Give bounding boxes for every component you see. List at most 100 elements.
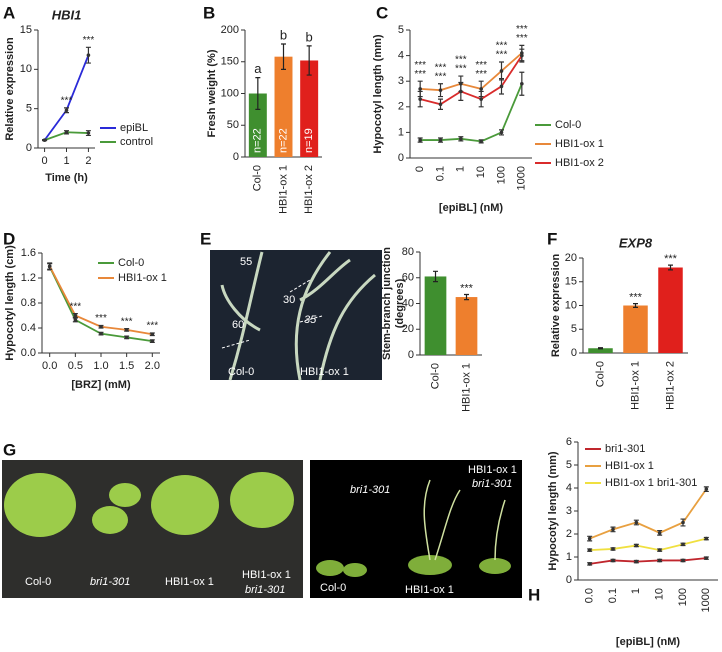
y-tick-label: 5 bbox=[26, 103, 32, 115]
point bbox=[657, 531, 662, 535]
point bbox=[438, 102, 443, 107]
y-tick-label: 5 bbox=[566, 459, 572, 471]
point bbox=[64, 108, 69, 113]
bar bbox=[424, 276, 447, 355]
error-bar bbox=[306, 45, 312, 76]
genotype-label: HBI1-ox 1 bbox=[405, 584, 454, 596]
point bbox=[499, 69, 504, 73]
y-tick-label: 10 bbox=[565, 299, 577, 311]
point bbox=[520, 53, 524, 58]
point bbox=[459, 89, 463, 94]
panel-letter: A bbox=[3, 3, 15, 22]
point bbox=[150, 339, 155, 343]
error-bar bbox=[668, 264, 673, 271]
point bbox=[611, 527, 615, 532]
point bbox=[42, 138, 47, 142]
point bbox=[499, 84, 504, 89]
y-tick-label: 20 bbox=[402, 323, 414, 335]
photo-e: 55 60 30 35 Col-0 HBI1-ox 1 bbox=[210, 250, 382, 381]
x-axis-title: [BRZ] (mM) bbox=[71, 379, 131, 391]
x-tick-label: Col-0 bbox=[252, 165, 264, 191]
y-tick-label: 0 bbox=[398, 152, 404, 164]
legend-label: Col-0 bbox=[118, 257, 144, 269]
point bbox=[418, 87, 422, 91]
y-tick-label: 200 bbox=[221, 24, 239, 36]
significance-stars: *** bbox=[664, 253, 678, 265]
significance-stars: *** bbox=[61, 96, 73, 107]
error-bar bbox=[255, 77, 261, 110]
genotype-label: Col-0 bbox=[25, 576, 51, 588]
genotype-label: HBI1-ox 1 bbox=[165, 576, 214, 588]
y-tick-label: 6 bbox=[566, 436, 572, 448]
x-tick-label: 0.0 bbox=[42, 360, 57, 372]
photo-background bbox=[310, 460, 522, 598]
significance-stars: *** bbox=[455, 64, 467, 75]
point bbox=[150, 332, 155, 337]
significance-stars: *** bbox=[70, 301, 82, 312]
point bbox=[611, 558, 615, 563]
x-tick-label: 100 bbox=[677, 588, 689, 606]
significance-stars: *** bbox=[496, 41, 508, 52]
y-tick-label: 15 bbox=[20, 24, 32, 36]
angle-label: 55 bbox=[240, 256, 252, 268]
y-tick-label: 3 bbox=[398, 75, 404, 87]
genotype-label: bri1-301 bbox=[350, 484, 390, 496]
n-label: n=19 bbox=[303, 128, 315, 153]
y-tick-label: 3 bbox=[566, 505, 572, 517]
genotype-label: HBI1-ox 1 bbox=[300, 366, 349, 378]
point bbox=[499, 130, 504, 135]
y-axis-title: Hypocotyl length (mm) bbox=[547, 451, 559, 571]
point bbox=[634, 520, 639, 525]
x-tick-label: Col-0 bbox=[429, 363, 441, 389]
chart-title: EXP8 bbox=[619, 235, 653, 250]
y-tick-label: 150 bbox=[221, 56, 239, 68]
y-tick-label: 0 bbox=[233, 151, 239, 163]
legend-label: HBI1-ox 1 bbox=[605, 460, 654, 472]
legend-label: HBI1-ox 1 bri1-301 bbox=[605, 477, 697, 489]
photo-g: Col-0 bri1-301 HBI1-ox 1 HBI1-ox 1 bri1-… bbox=[2, 440, 522, 598]
point bbox=[99, 324, 103, 329]
significance-letter: a bbox=[254, 61, 262, 76]
point bbox=[634, 559, 639, 564]
x-tick-label: HBI1-ox 1 bbox=[629, 361, 641, 410]
y-axis-title: Stem-branch junction bbox=[381, 247, 393, 360]
y-tick-label: 0.0 bbox=[21, 347, 36, 359]
series-line bbox=[589, 557, 707, 565]
genotype-label: Col-0 bbox=[228, 366, 254, 378]
y-tick-label: 1.2 bbox=[21, 272, 36, 284]
y-tick-label: 0 bbox=[26, 142, 32, 154]
genotype-label: HBI1-ox 1 bbox=[468, 464, 517, 476]
significance-letter: b bbox=[306, 29, 313, 44]
point bbox=[418, 138, 422, 142]
rosettes bbox=[4, 472, 294, 537]
y-axis-title: Hypocotyl length (cm) bbox=[4, 245, 16, 361]
x-tick-label: HBI1-ox 1 bbox=[277, 165, 289, 214]
x-tick-label: 0 bbox=[414, 166, 426, 172]
x-axis-title: [epiBL] (nM) bbox=[616, 636, 680, 648]
panel-letter: E bbox=[200, 229, 211, 248]
x-tick-label: 0 bbox=[42, 155, 48, 167]
point bbox=[587, 536, 592, 541]
bar bbox=[588, 348, 613, 353]
point bbox=[124, 328, 129, 332]
genotype-label: HBI1-ox 1 bbox=[242, 569, 291, 581]
x-tick-label: 0.1 bbox=[607, 588, 619, 603]
y-tick-label: 1 bbox=[398, 126, 404, 138]
significance-stars: *** bbox=[516, 33, 528, 44]
point bbox=[438, 88, 443, 92]
bar bbox=[274, 56, 293, 157]
point bbox=[520, 81, 524, 86]
point bbox=[634, 543, 639, 548]
x-tick-label: 100 bbox=[495, 166, 507, 184]
significance-stars: *** bbox=[83, 35, 95, 46]
point bbox=[681, 520, 685, 525]
stems bbox=[423, 479, 506, 561]
legend-label: HBI1-ox 1 bbox=[555, 138, 604, 150]
legend-label: HBI1-ox 1 bbox=[118, 272, 167, 284]
plants bbox=[316, 555, 511, 577]
x-tick-label: 1000 bbox=[516, 166, 528, 190]
y-tick-label: 0.4 bbox=[21, 322, 36, 334]
point bbox=[587, 548, 592, 552]
chart-title: HBI1 bbox=[52, 7, 82, 22]
error-bar bbox=[633, 303, 638, 308]
